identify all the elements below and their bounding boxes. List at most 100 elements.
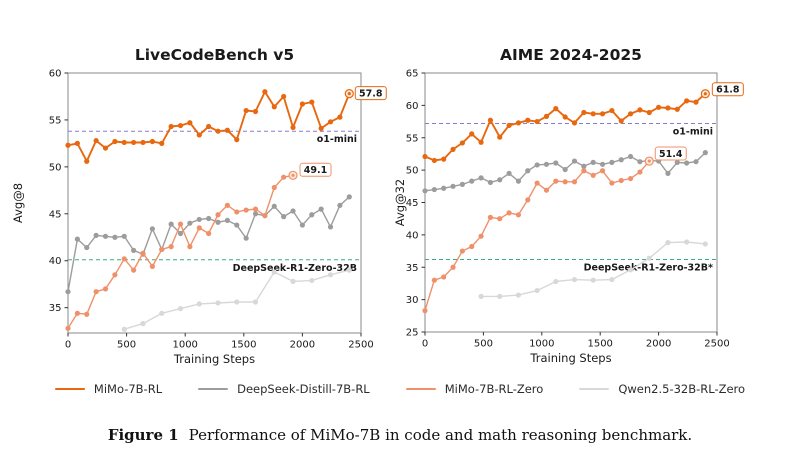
data-point	[543, 187, 550, 193]
data-point	[252, 211, 259, 217]
data-point	[599, 161, 606, 167]
series-line	[67, 196, 350, 292]
data-point	[224, 127, 230, 133]
data-point	[646, 109, 652, 116]
data-point	[627, 153, 634, 160]
data-point	[252, 206, 259, 212]
svg-text:2500: 2500	[348, 340, 373, 351]
data-point	[506, 122, 512, 129]
ref-line-deepseek-r1-zero-32b-: DeepSeek-R1-Zero-32B*	[425, 258, 717, 273]
svg-text:35: 35	[406, 263, 419, 274]
series-deepseek-distill-7b-rl	[65, 194, 352, 295]
data-point	[102, 233, 109, 239]
data-point	[337, 202, 343, 208]
data-point	[627, 267, 634, 273]
data-point	[140, 321, 146, 327]
data-point	[609, 180, 615, 186]
data-point	[243, 107, 249, 114]
svg-text:500: 500	[474, 339, 493, 350]
data-point	[327, 119, 334, 125]
data-point	[487, 179, 494, 186]
data-point	[131, 247, 137, 254]
end-value-label: 51.4	[659, 149, 683, 160]
data-point	[309, 277, 315, 284]
end-value-label: 49.1	[304, 165, 327, 176]
data-point	[702, 241, 708, 247]
data-point	[599, 111, 606, 117]
data-point	[431, 157, 437, 164]
data-point	[196, 301, 202, 307]
figure-caption-label: Figure 1	[107, 426, 179, 444]
data-point	[102, 145, 109, 151]
legend-item-mimo-7b-rl-zero: MiMo-7B-RL-Zero	[405, 382, 543, 396]
data-point	[497, 216, 503, 222]
data-point	[271, 104, 277, 110]
data-point	[487, 214, 494, 220]
data-point	[168, 123, 174, 130]
data-point	[553, 106, 559, 112]
data-point	[478, 233, 484, 239]
data-point	[65, 325, 71, 331]
data-point	[609, 159, 615, 165]
data-point	[599, 168, 606, 174]
data-point	[441, 274, 447, 280]
data-point	[487, 117, 494, 123]
data-point	[543, 113, 550, 119]
data-point	[140, 250, 146, 256]
data-point	[450, 183, 456, 189]
data-point	[281, 93, 287, 100]
data-point	[497, 134, 503, 140]
data-point	[581, 168, 587, 174]
end-value-annotation: 51.4	[654, 146, 687, 161]
data-point	[590, 277, 596, 283]
data-point	[252, 108, 259, 115]
data-point	[534, 180, 540, 186]
data-point	[571, 120, 578, 126]
data-point	[206, 215, 212, 222]
data-point	[637, 159, 643, 165]
data-point	[121, 326, 127, 332]
legend-label: Qwen2.5-32B-RL-Zero	[618, 382, 746, 396]
data-point	[215, 212, 221, 218]
data-point	[702, 150, 708, 156]
data-point	[112, 138, 118, 145]
data-point	[112, 272, 118, 278]
data-point	[252, 299, 259, 305]
data-point	[196, 225, 202, 231]
data-point	[121, 233, 127, 239]
data-point	[140, 139, 146, 146]
data-point	[459, 181, 465, 187]
data-point	[131, 139, 137, 146]
data-point	[525, 168, 531, 174]
svg-text:45: 45	[406, 198, 419, 209]
data-point	[431, 186, 437, 193]
data-point	[346, 267, 352, 273]
end-value-label: 61.8	[716, 85, 740, 96]
legend-item-qwen2-5-32b-rl-zero: Qwen2.5-32B-RL-Zero	[579, 382, 745, 396]
data-point	[618, 118, 624, 124]
ref-line-o1-mini: o1-mini	[68, 130, 361, 145]
series-deepseek-distill-7b-rl	[422, 150, 708, 194]
data-point	[562, 179, 568, 185]
data-point	[234, 209, 240, 215]
ref-line-label: DeepSeek-R1-Zero-32B*	[584, 262, 713, 273]
svg-text:40: 40	[406, 230, 419, 241]
data-point	[534, 118, 540, 125]
data-point	[553, 278, 559, 285]
data-point	[665, 105, 671, 111]
series-mimo-7b-rl	[65, 89, 354, 164]
data-point	[121, 139, 127, 146]
data-point	[590, 172, 596, 178]
x-axis-label: Training Steps	[173, 352, 255, 366]
data-point	[262, 89, 268, 95]
data-point	[84, 244, 90, 251]
data-point	[290, 124, 296, 131]
data-point	[431, 277, 437, 283]
data-point	[299, 222, 305, 228]
data-point	[590, 111, 596, 117]
data-point	[177, 221, 184, 227]
data-point	[159, 246, 165, 253]
svg-text:0: 0	[422, 339, 428, 350]
data-point	[515, 178, 522, 184]
